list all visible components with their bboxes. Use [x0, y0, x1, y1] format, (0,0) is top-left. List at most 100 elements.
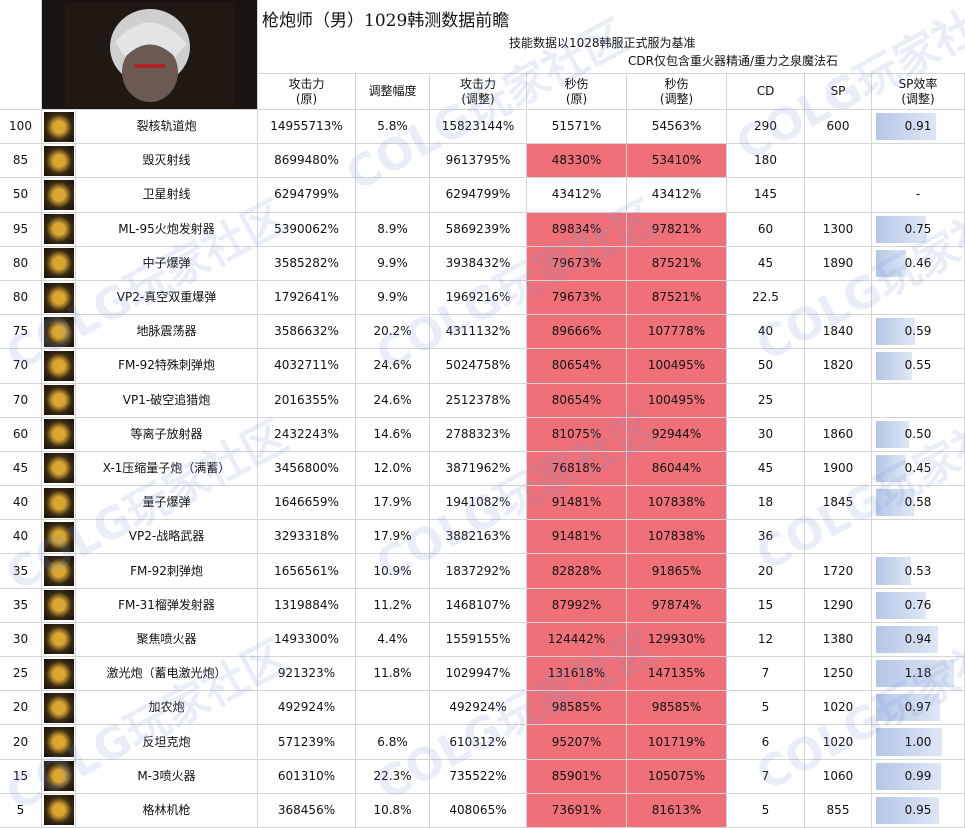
data-cell: 79673%: [527, 280, 627, 316]
data-cell: 1250: [805, 657, 872, 692]
icon-image: [43, 316, 74, 347]
data-cell: 2788323%: [430, 417, 527, 452]
cell-text: 20: [757, 563, 774, 578]
icon-image: [43, 795, 74, 826]
data-cell: 129930%: [627, 622, 727, 658]
data-cell: 92944%: [627, 417, 727, 452]
level-cell: 20: [0, 691, 42, 726]
cell-text: 129930%: [647, 631, 706, 646]
header-text: SP: [830, 84, 846, 98]
cell-text: 40: [757, 324, 774, 339]
cell-text: 73691%: [551, 802, 602, 817]
level-cell: 30: [0, 622, 42, 658]
data-cell: 30: [727, 417, 805, 452]
cell-text: 1969216%: [445, 290, 511, 305]
column-header: SP: [805, 73, 872, 110]
cell-text: 921323%: [277, 666, 336, 681]
cell-text: 12: [757, 631, 774, 646]
cell-text: 36: [757, 529, 774, 544]
data-cell: [805, 280, 872, 316]
cell-text: 24.6%: [373, 392, 412, 407]
cell-text: 100495%: [647, 358, 706, 373]
cell-text: 1380: [822, 631, 854, 646]
data-cell: 0.45: [872, 451, 965, 487]
cell-text: 0.58: [904, 495, 932, 510]
level-cell: 15: [0, 759, 42, 794]
data-cell: 1900: [805, 451, 872, 487]
cell-text: 1656561%: [274, 563, 339, 578]
data-cell: 3585282%: [258, 246, 356, 281]
skill-icon: [42, 520, 76, 555]
data-cell: 97874%: [627, 588, 727, 623]
data-cell: 12.0%: [356, 451, 430, 487]
data-cell: 0.50: [872, 417, 965, 452]
cell-text: 76818%: [551, 460, 602, 475]
data-cell: 1845: [805, 486, 872, 521]
skill-name: 格林机枪: [76, 793, 258, 828]
cell-text: 22.3%: [373, 768, 412, 783]
cell-text: 3938432%: [445, 255, 511, 270]
skill-name: VP2-真空双重爆弹: [76, 280, 258, 316]
cell-text: 0.95: [904, 802, 932, 817]
skill-icon: [42, 280, 76, 316]
data-cell: 1060: [805, 759, 872, 794]
level-cell: 35: [0, 554, 42, 589]
data-cell: 4.4%: [356, 622, 430, 658]
cell-text: 89666%: [551, 324, 602, 339]
data-cell: 81613%: [627, 793, 727, 828]
cell-text: 98585%: [651, 700, 702, 715]
icon-image: [43, 624, 74, 655]
data-cell: 40: [727, 315, 805, 350]
cell-text: 1300: [822, 221, 854, 236]
data-cell: 3938432%: [430, 246, 527, 281]
data-cell: 6294799%: [258, 178, 356, 213]
data-cell: 0.95: [872, 793, 965, 828]
cell-text: 3456800%: [274, 460, 339, 475]
cell-text: 0.75: [904, 221, 932, 236]
data-cell: 1941082%: [430, 486, 527, 521]
data-cell: 51571%: [527, 110, 627, 145]
data-cell: [872, 383, 965, 418]
cell-text: 81613%: [651, 802, 702, 817]
data-cell: 22.3%: [356, 759, 430, 794]
data-cell: 0.91: [872, 110, 965, 145]
cell-text: 0.59: [904, 324, 932, 339]
skill-icon: [42, 315, 76, 350]
data-cell: 0.99: [872, 759, 965, 794]
skill-name: 中子爆弹: [76, 246, 258, 281]
data-cell: 601310%: [258, 759, 356, 794]
cell-text: 408065%: [449, 802, 507, 817]
level-cell: 35: [0, 588, 42, 623]
column-header: 秒伤 (调整): [627, 73, 727, 110]
cell-text: 3585282%: [274, 255, 339, 270]
skill-icon: [42, 588, 76, 623]
level-cell: 5: [0, 793, 42, 828]
cell-text: 610312%: [449, 734, 507, 749]
data-cell: 1820: [805, 349, 872, 384]
cell-text: 1860: [822, 426, 854, 441]
cell-text: 15823144%: [441, 119, 515, 134]
data-cell: 4032711%: [258, 349, 356, 384]
skill-name: 激光炮（蓄电激光炮）: [76, 657, 258, 692]
data-cell: 1656561%: [258, 554, 356, 589]
data-cell: [805, 144, 872, 179]
data-cell: 9.9%: [356, 246, 430, 281]
cell-text: 5: [761, 700, 770, 715]
skill-name: VP1-破空追猎炮: [76, 383, 258, 418]
cell-text: 0.53: [904, 563, 932, 578]
data-cell: 91865%: [627, 554, 727, 589]
cell-text: 2512378%: [445, 392, 511, 407]
level-cell: 80: [0, 280, 42, 316]
data-cell: [872, 280, 965, 316]
data-cell: 1837292%: [430, 554, 527, 589]
level-cell: 40: [0, 486, 42, 521]
subtitle: 技能数据以1028韩服正式服为基准: [509, 36, 696, 50]
data-cell: 492924%: [430, 691, 527, 726]
cell-text: 98585%: [551, 700, 602, 715]
cell-text: 25: [757, 392, 774, 407]
data-cell: 14955713%: [258, 110, 356, 145]
data-cell: 0.97: [872, 691, 965, 726]
skill-name: 地脉震荡器: [76, 315, 258, 350]
cell-text: 1468107%: [445, 597, 511, 612]
skill-icon: [42, 486, 76, 521]
